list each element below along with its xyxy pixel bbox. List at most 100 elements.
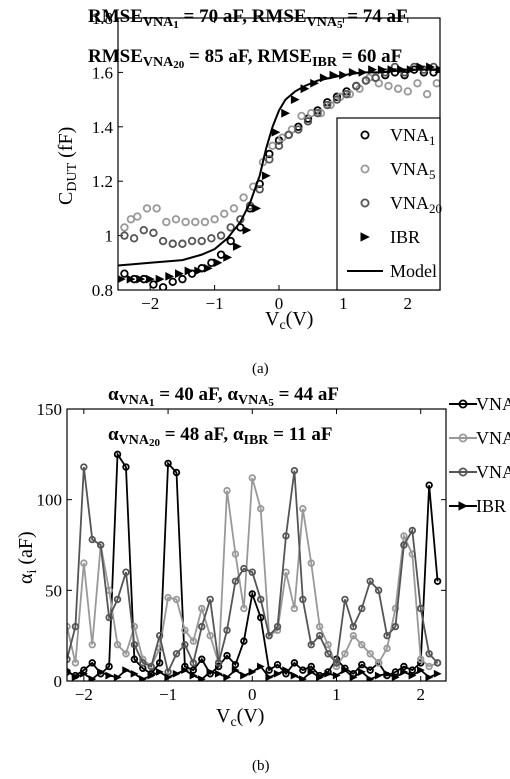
legend-label: IBR	[390, 227, 420, 247]
data-point	[332, 92, 342, 102]
data-point	[282, 666, 291, 675]
data-point	[315, 622, 324, 631]
data-point	[383, 631, 391, 640]
data-point	[171, 215, 181, 224]
data-point	[273, 660, 282, 669]
data-point	[324, 669, 333, 678]
data-point	[374, 586, 383, 595]
data-point	[105, 662, 113, 671]
legend-label: VNA1	[476, 394, 510, 417]
y-tick-label: 100	[37, 491, 63, 510]
data-point	[433, 669, 442, 678]
series-2	[120, 62, 438, 248]
data-point	[400, 70, 409, 80]
data-point	[174, 269, 184, 279]
data-point	[408, 666, 417, 674]
legend-marker	[360, 198, 370, 208]
data-point	[172, 650, 181, 658]
data-point	[391, 604, 400, 613]
data-point	[165, 272, 175, 281]
data-point	[303, 117, 313, 126]
data-point	[162, 217, 171, 227]
data-point	[223, 626, 231, 634]
y-tick-label: 1.6	[92, 63, 113, 82]
data-point	[374, 659, 383, 667]
data-point	[425, 662, 433, 671]
data-point	[231, 666, 240, 675]
legend-marker	[458, 467, 468, 477]
data-point	[366, 650, 374, 658]
panel-caption-a: (a)	[252, 361, 269, 377]
data-point	[122, 650, 130, 658]
data-point	[290, 95, 300, 104]
axes-frame-b	[66, 408, 447, 682]
data-point	[433, 659, 442, 667]
data-point	[147, 671, 156, 680]
data-point	[299, 595, 307, 604]
y-tick-label: 150	[37, 400, 63, 419]
data-point	[147, 662, 155, 671]
y-axis-label-a: CDUT (fF)	[55, 127, 80, 205]
data-point	[391, 622, 400, 631]
data-point	[88, 641, 96, 649]
data-point	[315, 673, 324, 681]
data-point	[198, 655, 206, 663]
data-point	[168, 239, 177, 248]
data-point	[332, 659, 341, 667]
data-point	[197, 236, 206, 246]
data-point	[158, 236, 168, 246]
data-point	[417, 604, 425, 613]
data-point	[240, 671, 248, 680]
series-4	[118, 68, 440, 267]
data-point	[181, 666, 189, 675]
data-point	[425, 673, 434, 681]
x-tick-label: −1	[206, 294, 224, 313]
legend-label: IBR	[476, 496, 506, 516]
legend-marker	[458, 433, 468, 443]
data-point	[358, 641, 366, 649]
data-point	[273, 622, 282, 631]
data-point	[172, 669, 181, 678]
data-point	[129, 234, 139, 243]
data-point	[290, 671, 299, 680]
data-point	[284, 130, 293, 140]
x-tick-label: 2	[404, 294, 413, 313]
data-point	[374, 671, 383, 680]
data-point	[71, 659, 80, 667]
data-point	[80, 669, 88, 678]
data-point	[400, 668, 408, 676]
data-point	[216, 231, 226, 240]
series-line	[67, 451, 439, 677]
data-point	[349, 631, 358, 640]
data-point	[130, 655, 139, 663]
data-point	[113, 595, 122, 604]
data-point	[248, 568, 256, 576]
data-point	[189, 659, 198, 667]
data-point	[152, 204, 161, 213]
x-tick-label: 0	[275, 294, 284, 313]
data-point	[126, 274, 136, 284]
axis-ticks-b: −2 −1 0 1 2 0 50 100 150	[37, 400, 446, 704]
data-point	[200, 217, 210, 227]
annotation-alpha-line-1: αVNA1 = 40 aF, αVNA5 = 44 aF	[108, 384, 339, 409]
data-point	[155, 631, 164, 640]
data-point	[149, 280, 158, 289]
panel-caption-b: (b)	[252, 758, 270, 774]
data-point	[96, 668, 105, 676]
data-point	[164, 668, 172, 676]
data-point	[149, 228, 158, 238]
data-point	[191, 217, 200, 227]
x-axis-label-a: Vc(V)	[265, 308, 313, 333]
data-point	[248, 474, 256, 482]
data-point	[206, 595, 214, 604]
data-point	[324, 650, 332, 658]
data-point	[383, 644, 391, 653]
data-point	[240, 564, 248, 573]
data-point	[223, 651, 231, 660]
data-point	[88, 535, 96, 544]
data-point	[213, 258, 223, 268]
data-point	[189, 637, 198, 645]
data-point	[257, 595, 265, 604]
x-tick-label: −2	[75, 685, 93, 704]
data-point	[307, 559, 315, 567]
